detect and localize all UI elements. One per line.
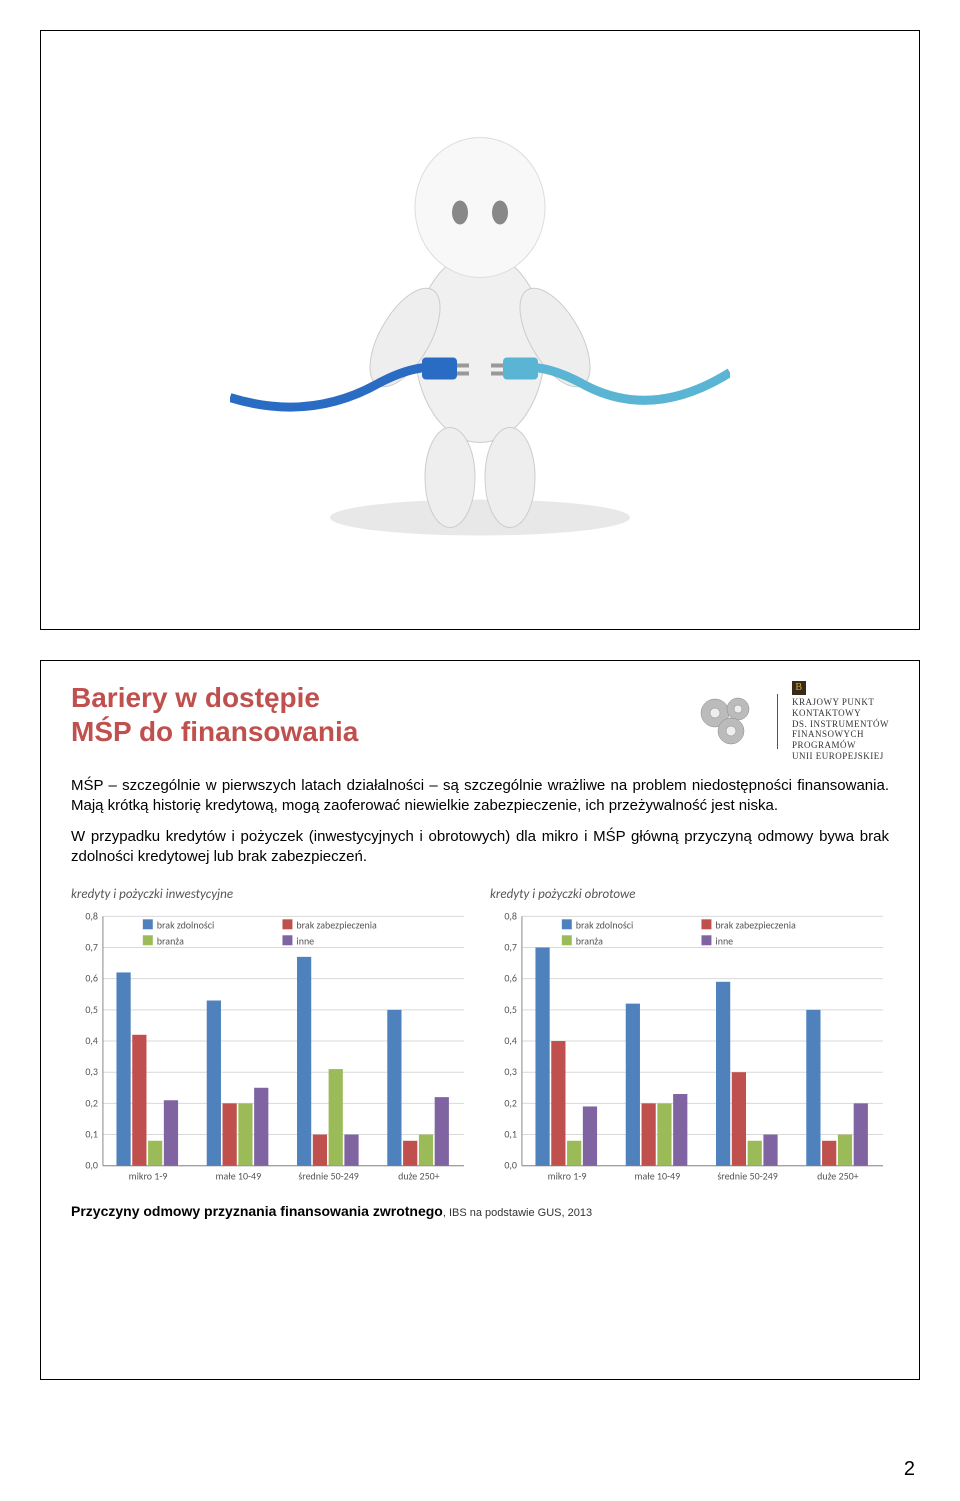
svg-text:0,8: 0,8 bbox=[504, 911, 517, 923]
source-bold: Przyczyny odmowy przyznania finansowania… bbox=[71, 1203, 443, 1219]
chart-1-block: kredyty i pożyczki inwestycyjne 0,00,10,… bbox=[71, 887, 470, 1193]
svg-text:duże 250+: duże 250+ bbox=[398, 1171, 440, 1183]
logo-block: B Krajowy Punkt Kontaktowy ds. Instrumen… bbox=[693, 681, 889, 762]
svg-text:0,8: 0,8 bbox=[85, 911, 98, 923]
svg-text:mikro 1-9: mikro 1-9 bbox=[548, 1171, 587, 1183]
chart-1-title: kredyty i pożyczki inwestycyjne bbox=[71, 887, 470, 902]
header-row: Bariery w dostępie MŚP do finansowania B… bbox=[71, 681, 889, 766]
svg-text:duże 250+: duże 250+ bbox=[817, 1171, 859, 1183]
illustration-placeholder bbox=[230, 118, 730, 543]
logo-text: B Krajowy Punkt Kontaktowy ds. Instrumen… bbox=[792, 681, 889, 762]
svg-text:0,4: 0,4 bbox=[85, 1035, 98, 1047]
svg-text:mikro 1-9: mikro 1-9 bbox=[129, 1171, 168, 1183]
svg-text:0,2: 0,2 bbox=[504, 1098, 517, 1110]
svg-text:0,3: 0,3 bbox=[504, 1066, 517, 1078]
gears-icon bbox=[693, 691, 763, 751]
svg-text:średnie 50-249: średnie 50-249 bbox=[717, 1171, 778, 1183]
slide-2: Bariery w dostępie MŚP do finansowania B… bbox=[40, 660, 920, 1380]
svg-text:inne: inne bbox=[296, 935, 314, 947]
svg-text:0,1: 0,1 bbox=[504, 1129, 517, 1141]
slide-1 bbox=[40, 30, 920, 630]
body-paragraph-2: W przypadku kredytów i pożyczek (inwesty… bbox=[71, 827, 889, 868]
svg-text:0,6: 0,6 bbox=[504, 973, 517, 985]
svg-text:brak zdolności: brak zdolności bbox=[157, 919, 214, 931]
svg-text:małe 10-49: małe 10-49 bbox=[215, 1171, 261, 1183]
svg-text:małe 10-49: małe 10-49 bbox=[634, 1171, 680, 1183]
svg-text:brak zabezpieczenia: brak zabezpieczenia bbox=[296, 919, 377, 931]
chart-2: 0,0 0,1 0,2 0,3 0,4 0,5 0,6 0,7 0,8 brak zdolnośc… bbox=[490, 908, 889, 1188]
charts-row: kredyty i pożyczki inwestycyjne 0,00,10,… bbox=[71, 887, 889, 1193]
svg-text:0,6: 0,6 bbox=[85, 973, 98, 985]
svg-text:0,7: 0,7 bbox=[85, 942, 98, 954]
svg-text:branża: branża bbox=[576, 935, 603, 947]
svg-text:brak zdolności: brak zdolności bbox=[576, 919, 633, 931]
svg-text:0,0: 0,0 bbox=[85, 1160, 98, 1172]
svg-text:średnie 50-249: średnie 50-249 bbox=[298, 1171, 359, 1183]
svg-text:0,0: 0,0 bbox=[504, 1160, 517, 1172]
svg-text:0,4: 0,4 bbox=[504, 1035, 517, 1047]
svg-text:inne: inne bbox=[715, 935, 733, 947]
svg-text:0,7: 0,7 bbox=[504, 942, 517, 954]
chart-1: 0,0 0,1 0,2 0,3 0,4 0,5 0,6 0,7 0,8 brak zdolnośc… bbox=[71, 908, 470, 1188]
slide-title: Bariery w dostępie MŚP do finansowania bbox=[71, 681, 358, 748]
body-paragraph-1: MŚP – szczególnie w pierwszych latach dz… bbox=[71, 776, 889, 817]
svg-text:brak zabezpieczenia: brak zabezpieczenia bbox=[715, 919, 796, 931]
source-small: , IBS na podstawie GUS, 2013 bbox=[443, 1207, 592, 1219]
page-number: 2 bbox=[904, 1458, 915, 1481]
svg-text:0,3: 0,3 bbox=[85, 1066, 98, 1078]
source-line: Przyczyny odmowy przyznania finansowania… bbox=[71, 1203, 889, 1219]
title-line-2: MŚP do finansowania bbox=[71, 716, 358, 747]
chart-2-block: kredyty i pożyczki obrotowe 0,0 0,1 0,2 0,3… bbox=[490, 887, 889, 1193]
chart-2-title: kredyty i pożyczki obrotowe bbox=[490, 887, 889, 902]
svg-text:0,1: 0,1 bbox=[85, 1129, 98, 1141]
title-line-1: Bariery w dostępie bbox=[71, 682, 320, 713]
svg-text:0,5: 0,5 bbox=[85, 1004, 98, 1016]
svg-text:0,5: 0,5 bbox=[504, 1004, 517, 1016]
logo-divider bbox=[777, 694, 778, 749]
svg-text:branża: branża bbox=[157, 935, 184, 947]
svg-text:0,2: 0,2 bbox=[85, 1098, 98, 1110]
